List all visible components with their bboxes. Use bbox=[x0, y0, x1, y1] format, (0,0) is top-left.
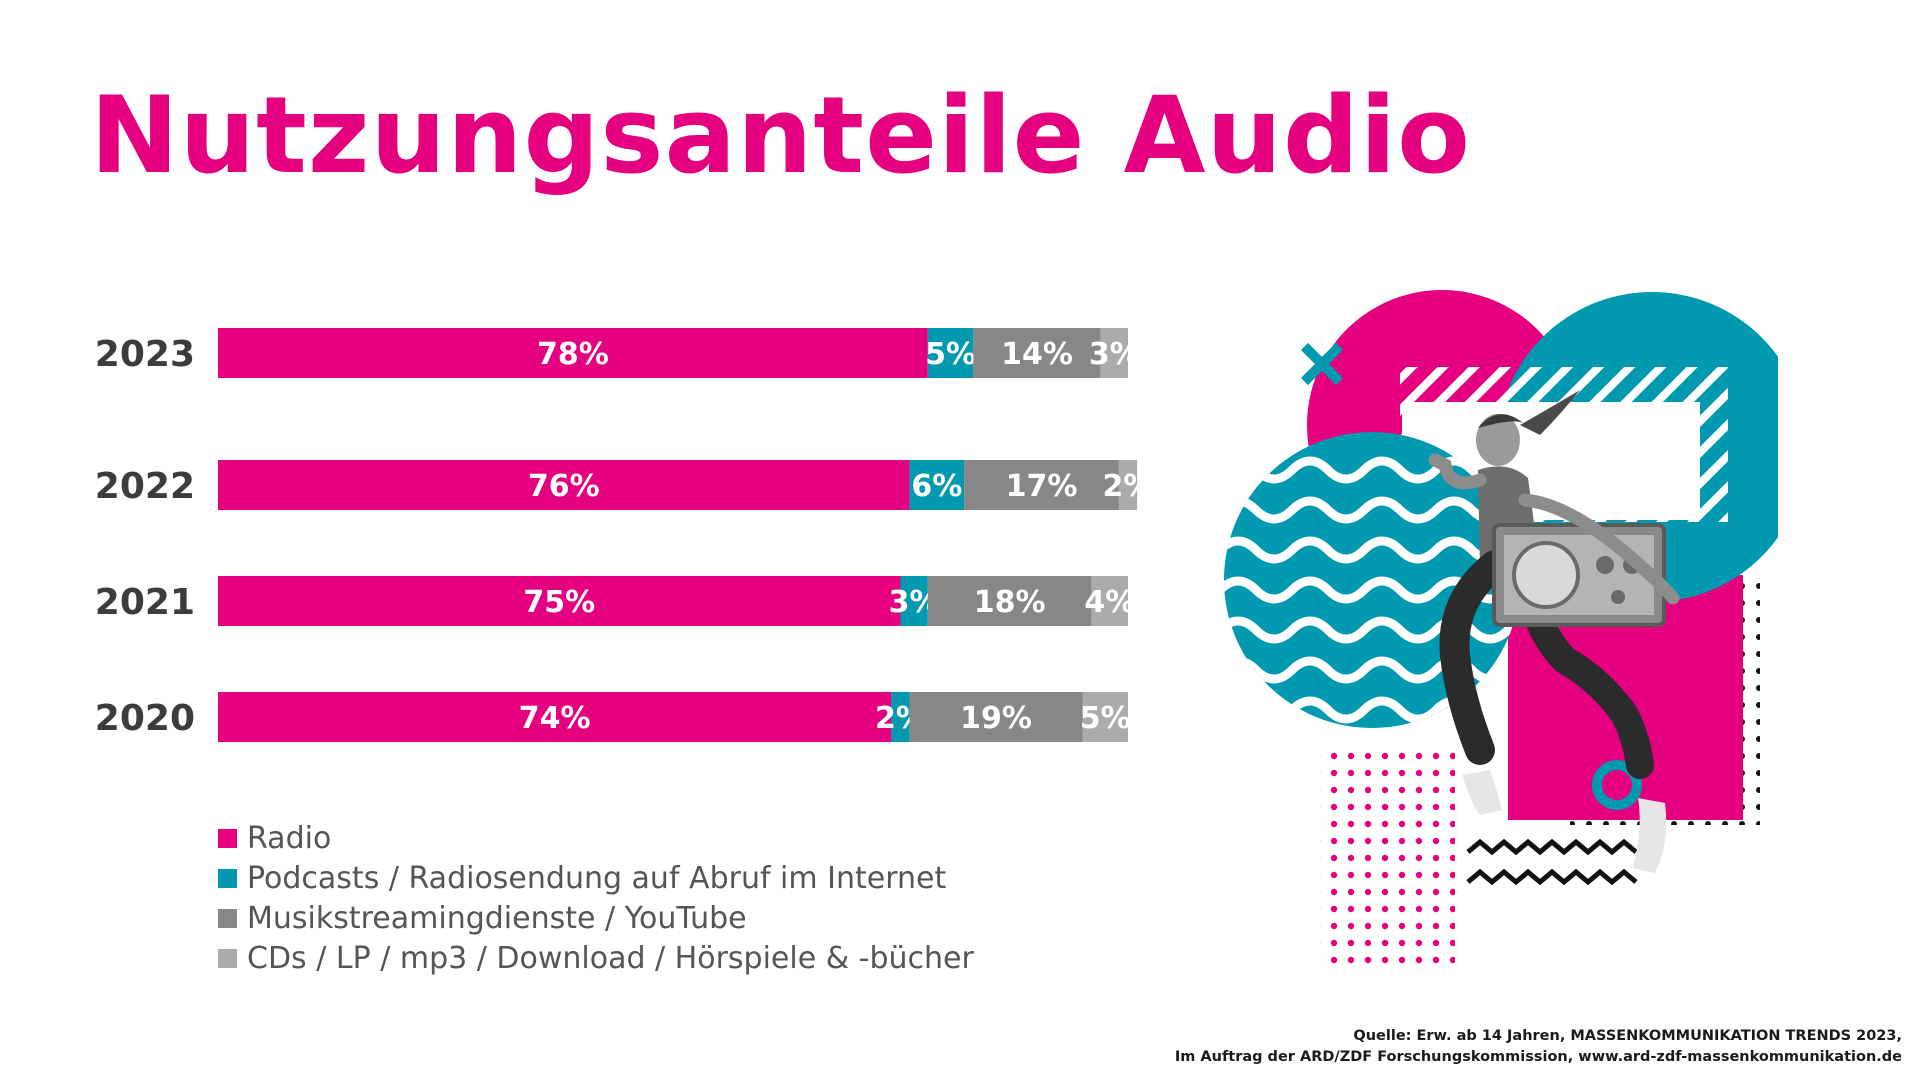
bar-segment-2022-3 bbox=[1118, 460, 1138, 510]
bar-segment-2021-2 bbox=[927, 576, 1092, 626]
bar-segment-2023-3 bbox=[1100, 328, 1128, 378]
illustration bbox=[1224, 290, 1778, 970]
data-label-2021-0: 75% bbox=[523, 585, 595, 620]
year-label-2022: 2022 bbox=[95, 466, 195, 507]
data-label-2022-1: 6% bbox=[911, 469, 962, 504]
legend-swatch bbox=[218, 868, 237, 888]
legend-label: Radio bbox=[247, 820, 332, 856]
bar-segment-2022-1 bbox=[909, 460, 965, 510]
legend-label: Musikstreamingdienste / YouTube bbox=[247, 900, 747, 936]
data-label-2020-3: 5% bbox=[1080, 701, 1131, 736]
bar-segment-2022-2 bbox=[964, 460, 1119, 510]
data-label-2022-0: 76% bbox=[528, 469, 600, 504]
legend-item: Musikstreamingdienste / YouTube bbox=[218, 898, 974, 938]
data-label-2021-3: 4% bbox=[1084, 585, 1135, 620]
source-line-2: Im Auftrag der ARD/ZDF Forschungskommiss… bbox=[1174, 1049, 1902, 1065]
page-title: Nutzungsanteile Audio bbox=[90, 74, 1471, 197]
data-label-2020-0: 74% bbox=[519, 701, 591, 736]
bar-segment-2020-3 bbox=[1082, 692, 1128, 742]
bar-segment-2020-1 bbox=[891, 692, 910, 742]
legend-label: CDs / LP / mp3 / Download / Hörspiele & … bbox=[247, 940, 974, 976]
dot-pattern-pink bbox=[1320, 745, 1455, 970]
year-label-2021: 2021 bbox=[95, 582, 195, 623]
bar-segment-2020-2 bbox=[909, 692, 1083, 742]
bar-segment-2020-0 bbox=[218, 692, 892, 742]
legend-item: Radio bbox=[218, 818, 974, 858]
year-label-2020: 2020 bbox=[95, 698, 195, 739]
bar-segment-2021-1 bbox=[900, 576, 928, 626]
stacked-bar-chart: 2023 78% 5% 14% 3%2022 76% 6% 17% 2%2021 75% 3% 18%… bbox=[95, 328, 1150, 742]
cross-icon bbox=[1300, 342, 1344, 386]
legend-swatch bbox=[218, 828, 237, 848]
data-label-2020-2: 19% bbox=[960, 701, 1032, 736]
legend-item: CDs / LP / mp3 / Download / Hörspiele & … bbox=[218, 938, 974, 978]
data-label-2022-3: 2% bbox=[1103, 469, 1150, 504]
data-label-2023-0: 78% bbox=[537, 337, 609, 372]
bar-segment-2021-3 bbox=[1091, 576, 1128, 626]
legend-swatch bbox=[218, 948, 237, 968]
data-label-2023-2: 14% bbox=[1001, 337, 1073, 372]
bar-segment-2021-0 bbox=[218, 576, 901, 626]
legend-swatch bbox=[218, 908, 237, 928]
legend: Radio Podcasts / Radiosendung auf Abruf i… bbox=[218, 818, 974, 978]
source-line-1: Quelle: Erw. ab 14 Jahren, MASSENKOMMUNI… bbox=[1353, 1028, 1902, 1044]
data-label-2023-3: 3% bbox=[1089, 337, 1140, 372]
bar-segment-2023-1 bbox=[927, 328, 974, 378]
zigzag-icon bbox=[1466, 838, 1638, 886]
year-label-2023: 2023 bbox=[95, 334, 195, 375]
data-label-2021-2: 18% bbox=[974, 585, 1046, 620]
data-label-2022-2: 17% bbox=[1006, 469, 1078, 504]
radio-icon bbox=[1492, 493, 1680, 627]
bar-segment-2023-0 bbox=[218, 328, 928, 378]
source-note: Quelle: Erw. ab 14 Jahren, MASSENKOMMUNI… bbox=[1175, 1026, 1902, 1068]
ring-icon bbox=[1592, 760, 1642, 810]
legend-label: Podcasts / Radiosendung auf Abruf im Int… bbox=[247, 860, 947, 896]
bar-segment-2022-0 bbox=[218, 460, 910, 510]
bar-segment-2023-2 bbox=[973, 328, 1101, 378]
data-label-2023-1: 5% bbox=[925, 337, 976, 372]
legend-item: Podcasts / Radiosendung auf Abruf im Int… bbox=[218, 858, 974, 898]
